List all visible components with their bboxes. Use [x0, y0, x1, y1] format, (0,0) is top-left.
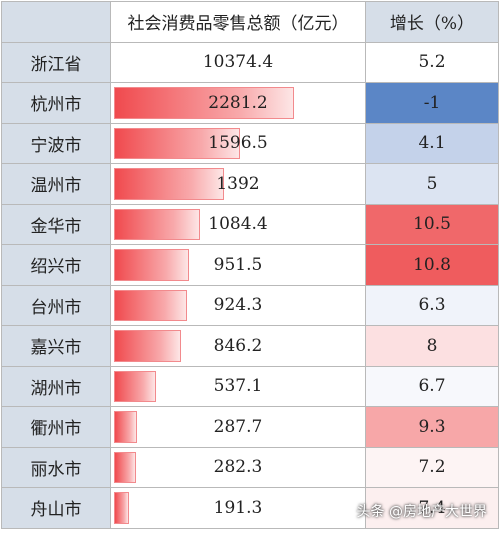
- sales-value: 2281.2: [208, 92, 268, 113]
- header-sales: 社会消费品零售总额（亿元）: [110, 1, 366, 43]
- table-row: 衢州市 287.7 9.3: [1, 406, 499, 448]
- table-row: 嘉兴市 846.2 8: [1, 325, 499, 367]
- sales-value: 1084.4: [208, 214, 268, 235]
- table-body: 浙江省 10374.4 5.2 杭州市 2281.2 -1 宁波市 1596.5 4.1 温州市 1…: [1, 41, 499, 529]
- city-cell: 温州市: [1, 163, 111, 205]
- growth-cell: 10.8: [365, 244, 499, 286]
- data-bar: [114, 168, 224, 200]
- sales-value: 282.3: [213, 457, 263, 478]
- sales-cell: 10374.4: [110, 41, 366, 83]
- table-row: 浙江省 10374.4 5.2: [1, 41, 499, 83]
- data-bar: [114, 249, 189, 281]
- table-row: 湖州市 537.1 6.7: [1, 365, 499, 407]
- data-bar: [114, 87, 294, 119]
- data-bar: [114, 289, 187, 321]
- growth-cell: 10.5: [365, 203, 499, 245]
- growth-cell: 4.1: [365, 122, 499, 164]
- city-cell: 杭州市: [1, 82, 111, 124]
- growth-cell: 9.3: [365, 406, 499, 448]
- data-bar: [114, 370, 156, 402]
- table-row: 宁波市 1596.5 4.1: [1, 122, 499, 164]
- city-cell: 绍兴市: [1, 244, 111, 286]
- sales-cell: 282.3: [110, 446, 366, 488]
- data-bar: [114, 208, 200, 240]
- sales-cell: 2281.2: [110, 82, 366, 124]
- city-cell: 宁波市: [1, 122, 111, 164]
- growth-cell: 5: [365, 163, 499, 205]
- data-bar: [114, 451, 136, 483]
- growth-cell: 8: [365, 325, 499, 367]
- sales-value: 951.5: [213, 254, 263, 275]
- header-city: [1, 1, 111, 43]
- header-row: 社会消费品零售总额（亿元） 增长（%）: [1, 1, 499, 43]
- sales-value: 287.7: [213, 416, 263, 437]
- data-bar: [114, 492, 129, 524]
- city-cell: 台州市: [1, 284, 111, 326]
- city-cell: 湖州市: [1, 365, 111, 407]
- city-cell: 嘉兴市: [1, 325, 111, 367]
- growth-cell: -1: [365, 82, 499, 124]
- sales-value: 191.3: [213, 497, 263, 518]
- sales-value: 1596.5: [208, 133, 268, 154]
- sales-value: 1392: [216, 173, 260, 194]
- city-cell: 丽水市: [1, 446, 111, 488]
- growth-cell: 7.2: [365, 446, 499, 488]
- city-cell: 衢州市: [1, 406, 111, 448]
- sales-value: 846.2: [213, 335, 263, 356]
- table-row: 温州市 1392 5: [1, 163, 499, 205]
- sales-cell: 846.2: [110, 325, 366, 367]
- growth-cell: 5.2: [365, 41, 499, 83]
- city-cell: 金华市: [1, 203, 111, 245]
- growth-cell: 7.4: [365, 487, 499, 529]
- data-bar: [114, 330, 181, 362]
- growth-cell: 6.7: [365, 365, 499, 407]
- sales-cell: 1084.4: [110, 203, 366, 245]
- sales-cell: 951.5: [110, 244, 366, 286]
- city-cell: 舟山市: [1, 487, 111, 529]
- watermark: 头条 @房地产大世界: [356, 504, 487, 520]
- sales-cell: 1596.5: [110, 122, 366, 164]
- sales-cell: 1392: [110, 163, 366, 205]
- sales-cell: 537.1: [110, 365, 366, 407]
- sales-value: 537.1: [213, 376, 263, 397]
- table-row: 丽水市 282.3 7.2: [1, 446, 499, 488]
- growth-cell: 6.3: [365, 284, 499, 326]
- table-row: 杭州市 2281.2 -1: [1, 82, 499, 124]
- sales-cell: 287.7: [110, 406, 366, 448]
- data-bar: [114, 411, 137, 443]
- data-bar: [114, 127, 240, 159]
- header-growth: 增长（%）: [365, 1, 499, 43]
- table-row: 舟山市 191.3 7.4: [1, 487, 499, 529]
- sales-cell: 924.3: [110, 284, 366, 326]
- table-row: 绍兴市 951.5 10.8: [1, 244, 499, 286]
- sales-value: 10374.4: [202, 52, 274, 73]
- table-row: 台州市 924.3 6.3: [1, 284, 499, 326]
- table-row: 金华市 1084.4 10.5: [1, 203, 499, 245]
- city-cell: 浙江省: [1, 41, 111, 83]
- sales-value: 924.3: [213, 295, 263, 316]
- sales-cell: 191.3: [110, 487, 366, 529]
